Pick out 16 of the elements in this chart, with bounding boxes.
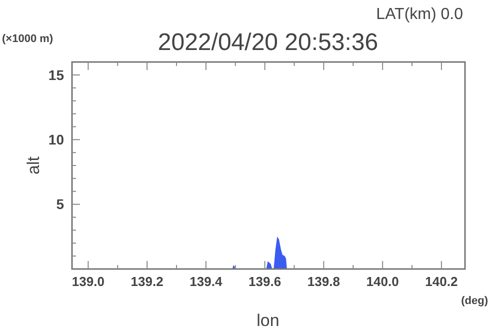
x-tick-label: 139.2: [130, 274, 164, 289]
chart-subtitle: LAT(km) 0.0: [376, 6, 464, 23]
x-tick-label: 139.6: [248, 274, 282, 289]
text: (deg): [461, 295, 488, 307]
x-tick-label: 139.0: [72, 274, 104, 289]
y-tick-label: 5: [56, 196, 64, 212]
x-tick-label: 139.8: [307, 274, 340, 289]
x-tick-label: 139.4: [190, 274, 223, 289]
y-tick-label: 15: [48, 66, 64, 83]
text: (×1000 m): [2, 33, 54, 45]
x-tick-label: 140.0: [366, 274, 399, 289]
chart-title: 2022/04/20 20:53:36: [158, 29, 378, 56]
x-axis-title: lon: [256, 311, 280, 330]
y-axis-title: alt: [24, 156, 43, 174]
x-tick-label: 140.2: [425, 274, 458, 289]
y-tick-label: 10: [48, 132, 64, 148]
